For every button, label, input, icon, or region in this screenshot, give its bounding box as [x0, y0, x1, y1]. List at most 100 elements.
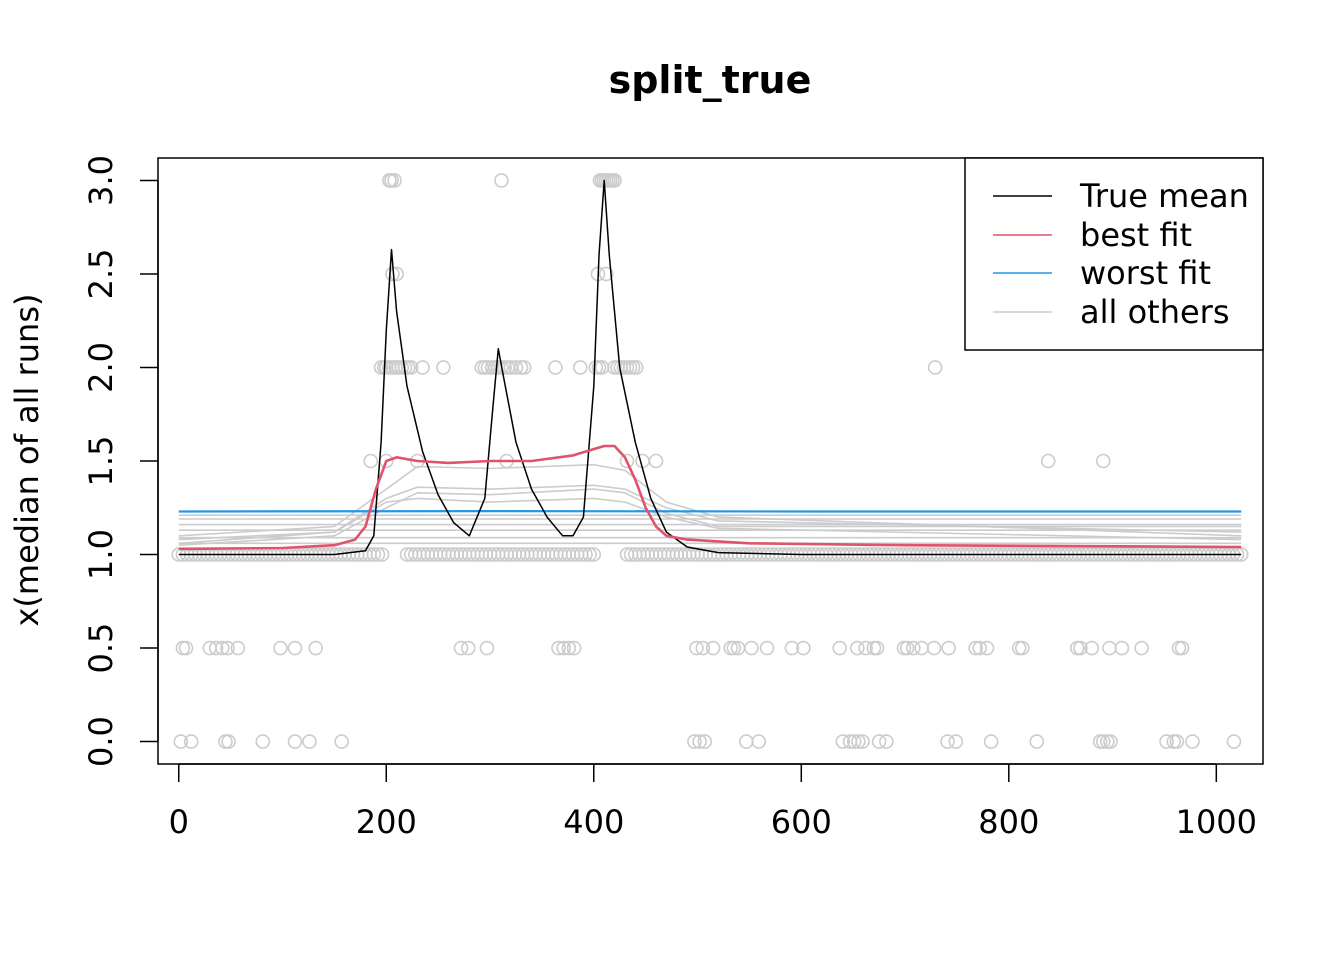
data-point: [1084, 640, 1100, 656]
data-point: [566, 640, 582, 656]
data-point: [926, 640, 942, 656]
data-point: [759, 640, 775, 656]
data-point: [607, 173, 622, 188]
x-tick-label: 600: [771, 803, 832, 841]
data-point: [695, 640, 711, 656]
data-point: [173, 734, 189, 749]
data-point: [436, 360, 451, 375]
data-point: [334, 734, 349, 749]
y-tick-label: 3.0: [82, 155, 120, 206]
data-point: [629, 360, 644, 375]
data-point: [215, 640, 230, 656]
data-point: [178, 640, 194, 656]
data-point: [983, 734, 999, 749]
data-point: [705, 640, 721, 656]
data-point: [869, 640, 885, 656]
data-point: [366, 547, 382, 562]
data-point: [387, 173, 402, 188]
data-point: [648, 453, 664, 469]
data-point: [726, 640, 742, 656]
data-point: [687, 734, 702, 749]
x-tick-label: 1000: [1176, 803, 1257, 841]
plot-frame: [157, 157, 1264, 765]
other-fit-line: [178, 463, 1242, 537]
data-point: [968, 640, 983, 656]
chart-title: split_true: [609, 58, 812, 102]
axes: 0 200 400 600 800 1000 0.0 0.5 1.0 1.5 2.0 2.5 3.0: [82, 155, 1257, 841]
x-tick-label: 800: [978, 803, 1039, 841]
legend-label-all-others: all others: [1080, 293, 1229, 331]
data-point: [453, 640, 469, 656]
data-point: [692, 734, 707, 749]
data-point: [1114, 640, 1130, 656]
data-points: [171, 173, 1249, 749]
data-point: [561, 640, 577, 656]
data-point: [1103, 734, 1118, 749]
data-point: [183, 734, 199, 749]
data-point: [508, 360, 524, 375]
data-point: [846, 734, 862, 749]
data-point: [972, 640, 988, 656]
data-point: [255, 734, 271, 749]
data-point: [979, 640, 995, 656]
data-point: [850, 640, 865, 656]
true-mean-line: [178, 179, 1242, 556]
data-point: [230, 640, 246, 656]
x-tick-label: 400: [563, 803, 624, 841]
data-point: [866, 640, 882, 656]
legend-label-worst-fit: worst fit: [1080, 254, 1211, 292]
data-point: [835, 734, 851, 749]
data-point: [374, 547, 390, 562]
data-point: [940, 734, 955, 749]
data-point: [479, 640, 495, 656]
data-point: [796, 640, 811, 656]
data-point: [221, 734, 236, 749]
y-tick-label: 0.5: [82, 623, 120, 674]
data-point: [516, 360, 532, 375]
data-point: [273, 640, 288, 656]
data-point: [635, 453, 650, 469]
data-point: [858, 640, 873, 656]
data-point: [1014, 640, 1030, 656]
data-point: [1095, 453, 1111, 469]
y-tick-label: 1.0: [82, 529, 120, 580]
y-tick-label: 2.0: [82, 342, 120, 393]
data-point: [784, 640, 800, 656]
data-point: [832, 640, 847, 656]
data-point: [460, 640, 476, 656]
legend: True mean best fit worst fit all others: [964, 157, 1264, 351]
data-point: [586, 547, 602, 562]
data-point: [208, 640, 224, 656]
data-point: [287, 734, 303, 749]
data-point: [1134, 640, 1149, 656]
data-point: [287, 640, 303, 656]
y-tick-label: 1.5: [82, 436, 120, 487]
data-point: [582, 547, 597, 562]
legend-box: [964, 157, 1264, 351]
data-point: [1171, 640, 1187, 656]
data-point: [494, 173, 509, 188]
data-point: [879, 734, 894, 749]
data-point: [578, 547, 593, 562]
data-point: [308, 640, 324, 656]
data-point: [906, 640, 921, 656]
other-fit-line: [178, 488, 1242, 546]
y-tick-label: 0.0: [82, 716, 120, 767]
data-point: [619, 453, 635, 469]
data-point: [1095, 734, 1111, 749]
data-point: [1226, 734, 1242, 749]
other-fit-line: [178, 497, 1242, 545]
data-point: [363, 453, 378, 469]
legend-label-true-mean: True mean: [1079, 177, 1249, 215]
data-point: [415, 360, 430, 375]
data-point: [551, 640, 566, 656]
data-point: [899, 640, 915, 656]
data-point: [1040, 453, 1056, 469]
data-point: [1029, 734, 1045, 749]
y-axis-label: x(median of all runs): [8, 294, 46, 627]
data-point: [697, 734, 713, 749]
data-point: [738, 734, 754, 749]
data-point: [220, 640, 235, 656]
data-point: [855, 734, 870, 749]
